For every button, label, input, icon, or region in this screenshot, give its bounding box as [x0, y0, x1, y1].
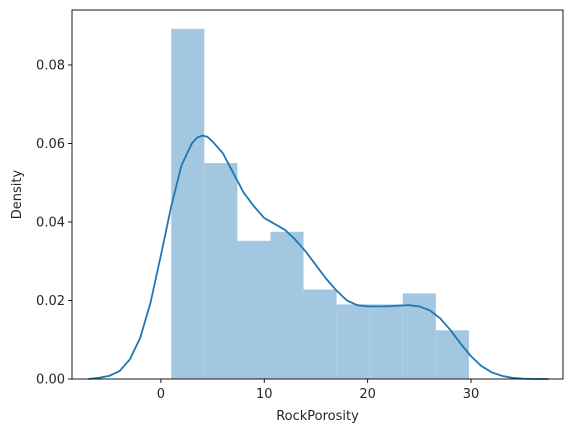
- histogram-bar-4: [270, 232, 303, 379]
- histogram-bar-7: [370, 304, 403, 379]
- histogram-bar-9: [436, 330, 469, 379]
- x-tick-label: 20: [359, 387, 376, 402]
- y-tick-label: 0.08: [36, 58, 65, 73]
- histogram-bar-5: [304, 289, 337, 379]
- y-tick-label: 0.06: [36, 137, 65, 152]
- x-tick-label: 30: [463, 387, 480, 402]
- y-tick-label: 0.00: [36, 373, 65, 388]
- x-tick-label: 10: [256, 387, 273, 402]
- y-tick-label: 0.02: [36, 294, 65, 309]
- y-tick-label: 0.04: [36, 215, 65, 230]
- x-axis-ticks: 0 10 20 30: [157, 379, 480, 402]
- x-tick-label: 0: [157, 387, 165, 402]
- x-axis-label: RockPorosity: [276, 409, 359, 424]
- y-axis-ticks: 0.00 0.02 0.04 0.06 0.08: [36, 58, 72, 387]
- histogram-bar-2: [204, 163, 237, 379]
- histogram-bar-6: [337, 304, 370, 379]
- histogram-bar-3: [237, 241, 270, 379]
- histogram-bars: [171, 29, 469, 379]
- histogram-bar-1: [171, 29, 204, 379]
- y-axis-label: Density: [10, 169, 25, 219]
